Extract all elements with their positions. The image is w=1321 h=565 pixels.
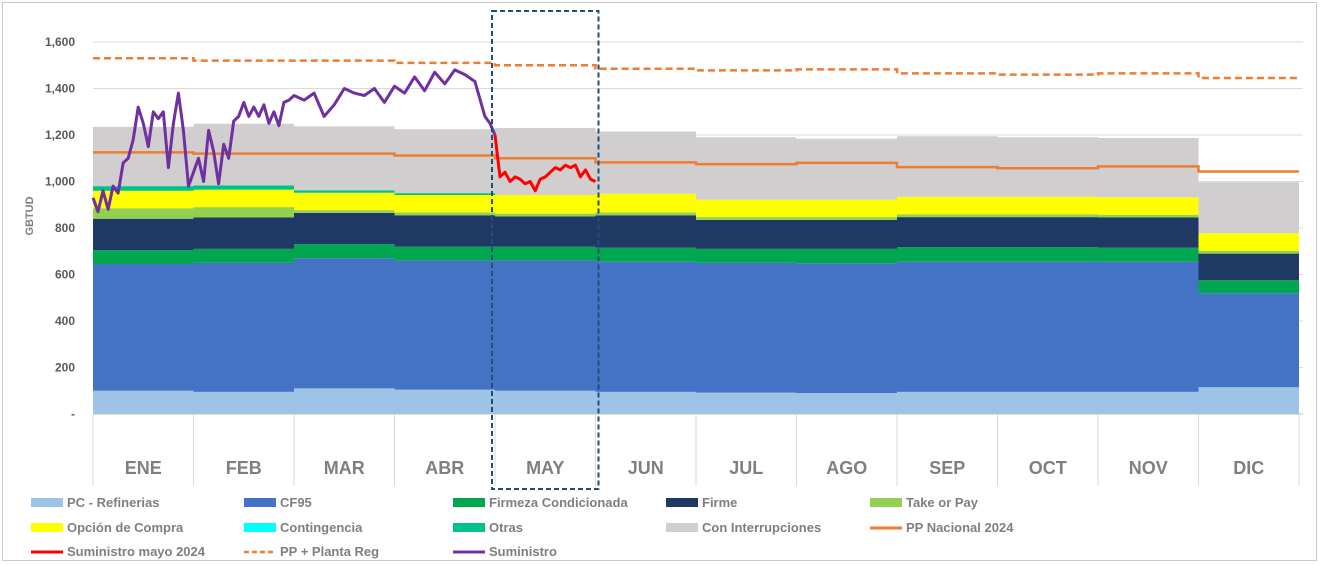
legend-swatch bbox=[453, 523, 485, 532]
legend-label: PP Nacional 2024 bbox=[906, 520, 1014, 535]
legend-label: Firmeza Condicionada bbox=[489, 495, 628, 510]
y-tick-label: 600 bbox=[55, 268, 75, 282]
legend-item-take-or-pay: Take or Pay bbox=[870, 495, 979, 510]
legend-label: Opción de Compra bbox=[67, 520, 184, 535]
legend-swatch bbox=[870, 498, 902, 507]
area-cf95 bbox=[93, 258, 1299, 394]
legend: PC - Refinerias CF95 Firmeza Condicionada F… bbox=[31, 495, 1014, 559]
legend-item-suministro-mayo-2024: Suministro mayo 2024 bbox=[31, 544, 206, 559]
line-suministro-mayo-2024 bbox=[493, 134, 597, 193]
area-pc-refinerias bbox=[93, 387, 1299, 414]
legend-swatch bbox=[453, 498, 485, 507]
y-tick-label: 1,000 bbox=[45, 175, 75, 189]
area-opci-n-de-compra bbox=[93, 189, 1299, 251]
area-con-interrupciones bbox=[93, 123, 1299, 234]
y-tick-label: - bbox=[71, 407, 75, 421]
highlight-box bbox=[491, 10, 600, 490]
x-tick-label: FEB bbox=[226, 458, 262, 478]
y-axis-label: GBTUD bbox=[24, 196, 36, 235]
legend-item-otras: Otras bbox=[453, 520, 523, 535]
legend-label: Otras bbox=[489, 520, 523, 535]
legend-item-con-interrupciones: Con Interrupciones bbox=[666, 520, 821, 535]
legend-item-pc-refinerias: PC - Refinerias bbox=[31, 495, 159, 510]
x-tick-label: DIC bbox=[1233, 458, 1264, 478]
line-pp-planta-reg bbox=[93, 57, 1299, 80]
x-tick-label: AGO bbox=[826, 458, 867, 478]
legend-item-firmeza-condicionada: Firmeza Condicionada bbox=[453, 495, 628, 510]
legend-label: Con Interrupciones bbox=[702, 520, 821, 535]
gas-supply-chart: - 200 400 600 800 1,000 1,200 1,400 1,600 GBTUD EN… bbox=[24, 10, 1303, 559]
legend-swatch bbox=[244, 498, 276, 507]
axes: - 200 400 600 800 1,000 1,200 1,400 1,600 GBTUD EN… bbox=[24, 10, 1303, 490]
supply-lines bbox=[91, 68, 597, 214]
line-suministro bbox=[91, 68, 497, 214]
legend-swatch bbox=[666, 523, 698, 532]
x-tick-label: MAR bbox=[324, 458, 365, 478]
legend-item-opci-n-de-compra: Opción de Compra bbox=[31, 520, 184, 535]
reference-lines bbox=[93, 57, 1299, 173]
x-tick-label: ENE bbox=[125, 458, 162, 478]
area-take-or-pay bbox=[93, 207, 1299, 254]
x-tick-label: SEP bbox=[929, 458, 965, 478]
legend-label: Suministro mayo 2024 bbox=[67, 544, 206, 559]
y-tick-label: 1,600 bbox=[45, 35, 75, 49]
legend-label: PP + Planta Reg bbox=[280, 544, 379, 559]
y-tick-label: 200 bbox=[55, 361, 75, 375]
x-tick-label: OCT bbox=[1029, 458, 1067, 478]
x-tick-label: JUN bbox=[628, 458, 664, 478]
stacked-areas bbox=[93, 123, 1299, 414]
y-tick-label: 1,200 bbox=[45, 128, 75, 142]
x-tick-label: NOV bbox=[1129, 458, 1168, 478]
legend-swatch bbox=[31, 523, 63, 532]
y-tick-label: 1,400 bbox=[45, 82, 75, 96]
x-tick-label: ABR bbox=[425, 458, 464, 478]
legend-swatch bbox=[31, 498, 63, 507]
legend-item-cf95: CF95 bbox=[244, 495, 312, 510]
legend-label: Take or Pay bbox=[906, 495, 979, 510]
legend-item-suministro: Suministro bbox=[453, 544, 557, 559]
y-tick-label: 800 bbox=[55, 221, 75, 235]
legend-label: Suministro bbox=[489, 544, 557, 559]
legend-item-firme: Firme bbox=[666, 495, 737, 510]
x-tick-label: JUL bbox=[729, 458, 763, 478]
area-firmeza-condicionada bbox=[93, 244, 1299, 294]
legend-label: Contingencia bbox=[280, 520, 363, 535]
x-tick-label: MAY bbox=[526, 458, 564, 478]
legend-label: Firme bbox=[702, 495, 737, 510]
legend-item-pp-nacional-2024: PP Nacional 2024 bbox=[870, 520, 1014, 535]
area-firme bbox=[93, 212, 1299, 281]
y-tick-label: 400 bbox=[55, 314, 75, 328]
legend-label: CF95 bbox=[280, 495, 312, 510]
legend-swatch bbox=[666, 498, 698, 507]
legend-item-contingencia: Contingencia bbox=[244, 520, 363, 535]
line-pp-nacional-2024 bbox=[93, 151, 1299, 173]
legend-label: PC - Refinerias bbox=[67, 495, 159, 510]
legend-item-pp-planta-reg: PP + Planta Reg bbox=[244, 544, 379, 559]
legend-swatch bbox=[244, 523, 276, 532]
